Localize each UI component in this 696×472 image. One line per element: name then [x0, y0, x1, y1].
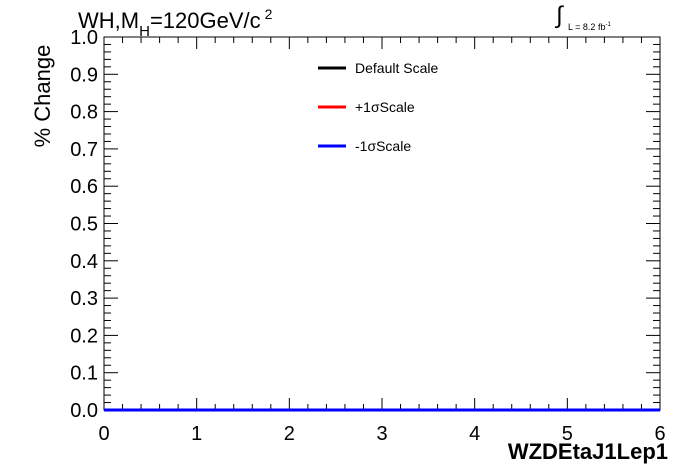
y-tick-label: 1.0: [70, 27, 98, 49]
x-tick-label: 0: [98, 423, 109, 445]
y-tick-label: 0.2: [70, 325, 98, 347]
y-axis-label: % Change: [30, 45, 55, 148]
y-tick-label: 0.9: [70, 64, 98, 86]
legend-label: Default Scale: [355, 60, 438, 76]
y-tick-label: 0.8: [70, 102, 98, 124]
x-axis-label: WZDEtaJ1Lep1: [508, 439, 668, 464]
plot-frame: [103, 36, 661, 411]
title-subscript: H: [139, 23, 150, 40]
integral-symbol: ∫: [556, 2, 563, 29]
luminosity-text: L = 8.2 fb: [568, 22, 606, 32]
legend-label: -1σScale: [355, 138, 411, 154]
y-tick-label: 0.7: [70, 139, 98, 161]
y-tick-label: 0.6: [70, 176, 98, 198]
y-tick-label: 0.3: [70, 288, 98, 310]
y-tick-label: 0.1: [70, 363, 98, 385]
title-prefix: WH,M: [78, 8, 140, 33]
x-tick-label: 3: [376, 423, 387, 445]
x-tick-label: 4: [469, 423, 480, 445]
y-tick-label: 0.5: [70, 214, 98, 236]
luminosity-superscript: -1: [605, 22, 611, 28]
title-superscript: 2: [264, 6, 273, 22]
x-tick-label: 1: [191, 423, 202, 445]
title-value: =120GeV/c: [149, 8, 261, 33]
x-tick-label: 2: [284, 423, 295, 445]
x-tick-label: 6: [654, 423, 665, 445]
y-tick-label: 0.4: [70, 251, 98, 273]
chart-title: WH,MH=120GeV/c 2: [78, 6, 273, 40]
y-tick-label: 0.0: [70, 400, 98, 422]
x-tick-label: 5: [562, 423, 573, 445]
legend-label: +1σScale: [355, 99, 415, 115]
